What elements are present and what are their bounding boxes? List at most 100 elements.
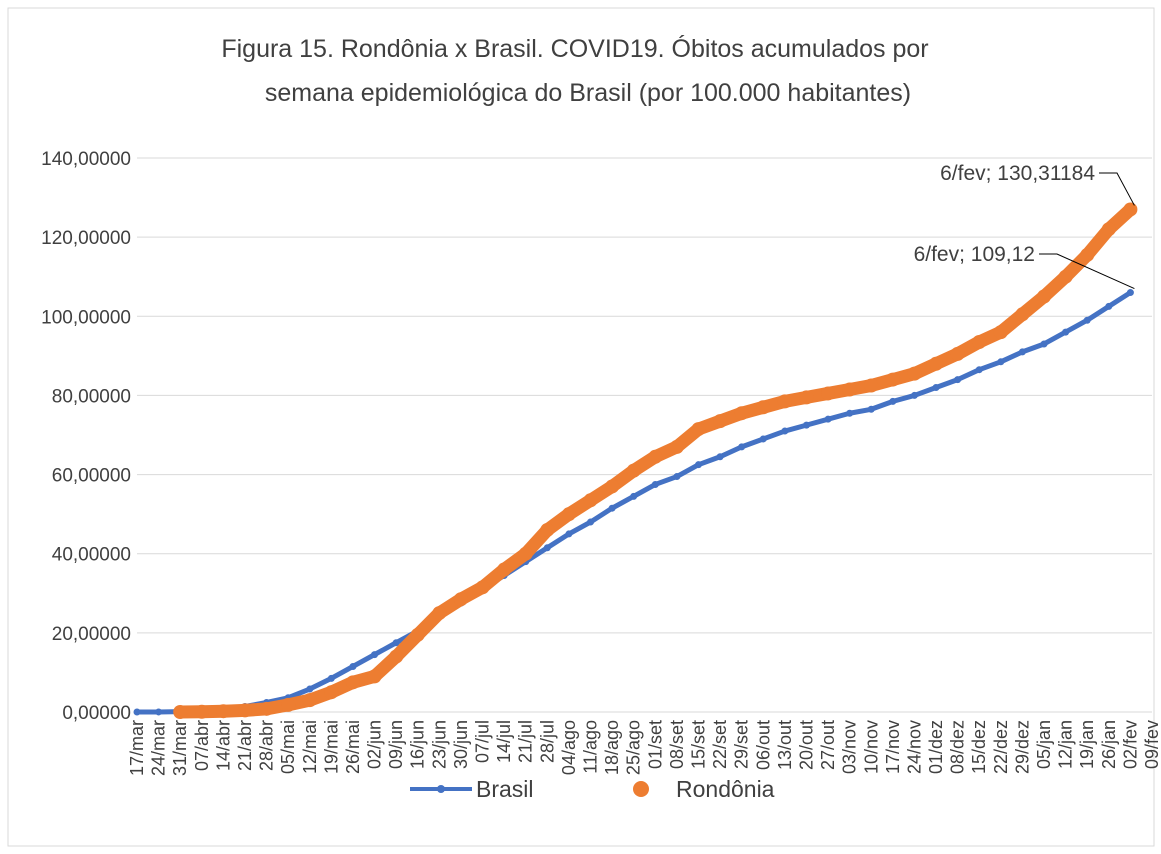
x-tick-label: 29/dez [1012,720,1032,774]
x-tick-label: 02/fev [1120,720,1140,769]
x-tick-label: 26/jan [1099,720,1119,769]
data-point [281,697,296,712]
chart-title: Figura 15. Rondônia x Brasil. COVID19. Ó… [221,34,928,63]
x-tick-label: 31/mar [170,720,190,776]
data-point [1062,328,1070,336]
data-point [673,473,681,481]
data-point [1015,307,1030,322]
y-tick-label: 100,00000 [41,307,131,328]
data-point [1083,316,1091,324]
data-point [306,685,314,693]
x-tick-label: 12/mai [300,720,320,774]
data-point [561,507,576,522]
x-tick-label: 29/set [732,720,752,769]
data-point [1105,302,1113,310]
data-point [889,397,897,405]
x-tick-label: 12/jan [1056,720,1076,769]
data-point [929,356,944,371]
data-point [1123,202,1138,217]
data-point [759,435,767,443]
data-point [824,415,832,423]
legend-label: Brasil [476,776,534,802]
data-point [194,704,209,719]
data-point [691,422,706,437]
data-point [1018,348,1026,356]
annotation: 6/fev; 109,12 [914,243,1035,266]
data-point [910,391,918,399]
annotation: 6/fev; 130,31184 [940,162,1095,185]
x-tick-label: 03/nov [840,720,860,774]
x-tick-label: 19/jan [1077,720,1097,769]
x-tick-label: 25/ago [624,720,644,775]
data-point [630,492,638,500]
data-point [216,704,231,719]
x-tick-label: 09/fev [1142,720,1161,769]
data-point [259,701,274,716]
x-tick-label: 26/mai [343,720,363,774]
x-tick-label: 02/jun [365,720,385,769]
data-point [738,443,746,451]
data-point [583,493,598,508]
x-tick-label: 08/set [667,720,687,769]
data-point [1101,222,1116,237]
data-point [392,639,400,647]
x-tick-label: 24/mar [149,720,169,776]
data-point [781,427,789,435]
data-point [716,453,724,461]
data-point [173,705,188,719]
x-tick-label: 23/jun [429,720,449,769]
data-point [713,414,728,429]
data-point [302,693,317,708]
legend-swatch [437,785,445,793]
data-point [821,386,836,401]
legend-swatch [633,781,649,797]
data-point [324,685,339,700]
data-point [1040,340,1048,348]
x-tick-label: 28/abr [257,720,277,771]
x-tick-label: 15/dez [969,720,989,774]
data-point [605,479,620,494]
x-tick-label: 21/jul [516,720,536,763]
data-point [565,530,573,538]
x-tick-label: 19/mai [321,720,341,774]
chart-title: semana epidemiológica do Brasil (por 100… [265,79,911,107]
x-tick-label: 30/jun [451,720,471,769]
data-point [345,675,360,690]
data-point [777,394,792,409]
data-point [842,382,857,397]
data-point [453,592,468,607]
data-point [587,518,595,526]
data-point [885,372,900,387]
x-tick-label: 05/mai [278,720,298,774]
y-tick-label: 80,00000 [52,386,131,407]
data-point [327,674,335,682]
data-point [1126,289,1134,297]
x-tick-label: 22/dez [991,720,1011,774]
y-tick-label: 120,00000 [41,228,131,249]
data-point [734,406,749,421]
data-point [954,376,962,384]
data-point [497,562,512,577]
x-tick-label: 11/ago [581,720,601,774]
x-tick-label: 16/jun [408,720,428,769]
x-tick-label: 01/dez [926,720,946,774]
data-point [371,651,379,659]
x-tick-label: 07/abr [192,720,212,771]
data-point [389,649,404,664]
data-point [133,708,141,716]
x-tick-label: 21/abr [235,720,255,771]
x-tick-label: 27/out [818,720,838,770]
x-tick-label: 22/set [710,720,730,769]
data-point [349,662,357,670]
data-point [907,366,922,381]
y-tick-label: 60,00000 [52,466,131,487]
data-point [155,708,163,716]
data-point [540,522,555,537]
data-point [867,405,875,413]
x-tick-label: 10/nov [861,720,881,774]
annotation-leader [1039,253,1135,289]
data-point [932,384,940,392]
data-point [694,461,702,469]
x-tick-label: 15/set [688,720,708,769]
